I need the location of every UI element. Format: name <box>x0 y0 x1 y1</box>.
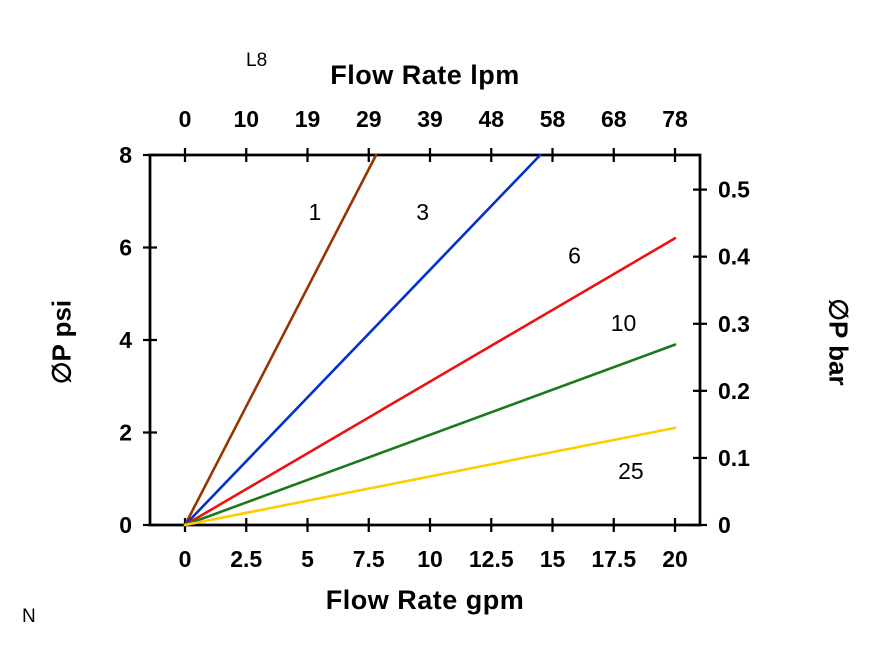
right-axis-title: ∅P bar <box>823 298 854 386</box>
y-right-tick-label: 0.3 <box>718 311 750 337</box>
left-axis-title: ∅P psi <box>46 299 77 385</box>
x-bottom-tick-label: 15 <box>540 546 566 572</box>
x-top-tick-label: 10 <box>233 106 259 132</box>
y-right-tick-label: 0.1 <box>718 445 750 471</box>
annotation-bottom-left: N <box>22 606 36 627</box>
series-label-25: 25 <box>618 458 644 484</box>
series-label-6: 6 <box>568 243 581 269</box>
y-left-tick-label: 8 <box>119 142 132 168</box>
top-axis-title: Flow Rate lpm <box>330 60 520 90</box>
y-left-tick-label: 6 <box>119 235 132 261</box>
series-line-6 <box>183 236 677 527</box>
y-right-tick-label: 0 <box>718 512 731 538</box>
y-left-tick-label: 0 <box>119 512 132 538</box>
x-bottom-tick-label: 12.5 <box>469 546 514 572</box>
x-top-tick-label: 0 <box>179 106 192 132</box>
annotation-top-left: L8 <box>246 50 268 71</box>
x-top-tick-label: 19 <box>295 106 321 132</box>
y-right-tick-label: 0.4 <box>718 244 750 270</box>
x-bottom-tick-label: 20 <box>662 546 688 572</box>
x-bottom-tick-label: 2.5 <box>230 546 262 572</box>
series-label-1: 1 <box>308 199 321 225</box>
bottom-axis-title: Flow Rate gpm <box>325 585 525 615</box>
x-top-tick-label: 58 <box>540 106 566 132</box>
x-bottom-tick-label: 10 <box>417 546 443 572</box>
x-top-tick-label: 68 <box>601 106 627 132</box>
x-top-tick-label: 39 <box>417 106 443 132</box>
x-top-tick-label: 48 <box>478 106 504 132</box>
y-left-tick-label: 2 <box>119 420 132 446</box>
x-bottom-tick-label: 7.5 <box>353 546 385 572</box>
series-line-10 <box>183 343 677 527</box>
series-line-1 <box>183 153 378 527</box>
x-bottom-tick-label: 5 <box>301 546 314 572</box>
x-top-tick-label: 29 <box>356 106 382 132</box>
series-line-25 <box>183 426 677 527</box>
y-left-tick-label: 4 <box>119 327 132 353</box>
y-right-tick-label: 0.5 <box>718 177 750 203</box>
series-label-10: 10 <box>611 310 637 336</box>
x-top-tick-label: 78 <box>662 106 688 132</box>
series-label-3: 3 <box>416 199 429 225</box>
x-bottom-tick-label: 17.5 <box>591 546 636 572</box>
series-line-3 <box>183 153 542 527</box>
x-bottom-tick-label: 0 <box>179 546 192 572</box>
y-right-tick-label: 0.2 <box>718 378 750 404</box>
